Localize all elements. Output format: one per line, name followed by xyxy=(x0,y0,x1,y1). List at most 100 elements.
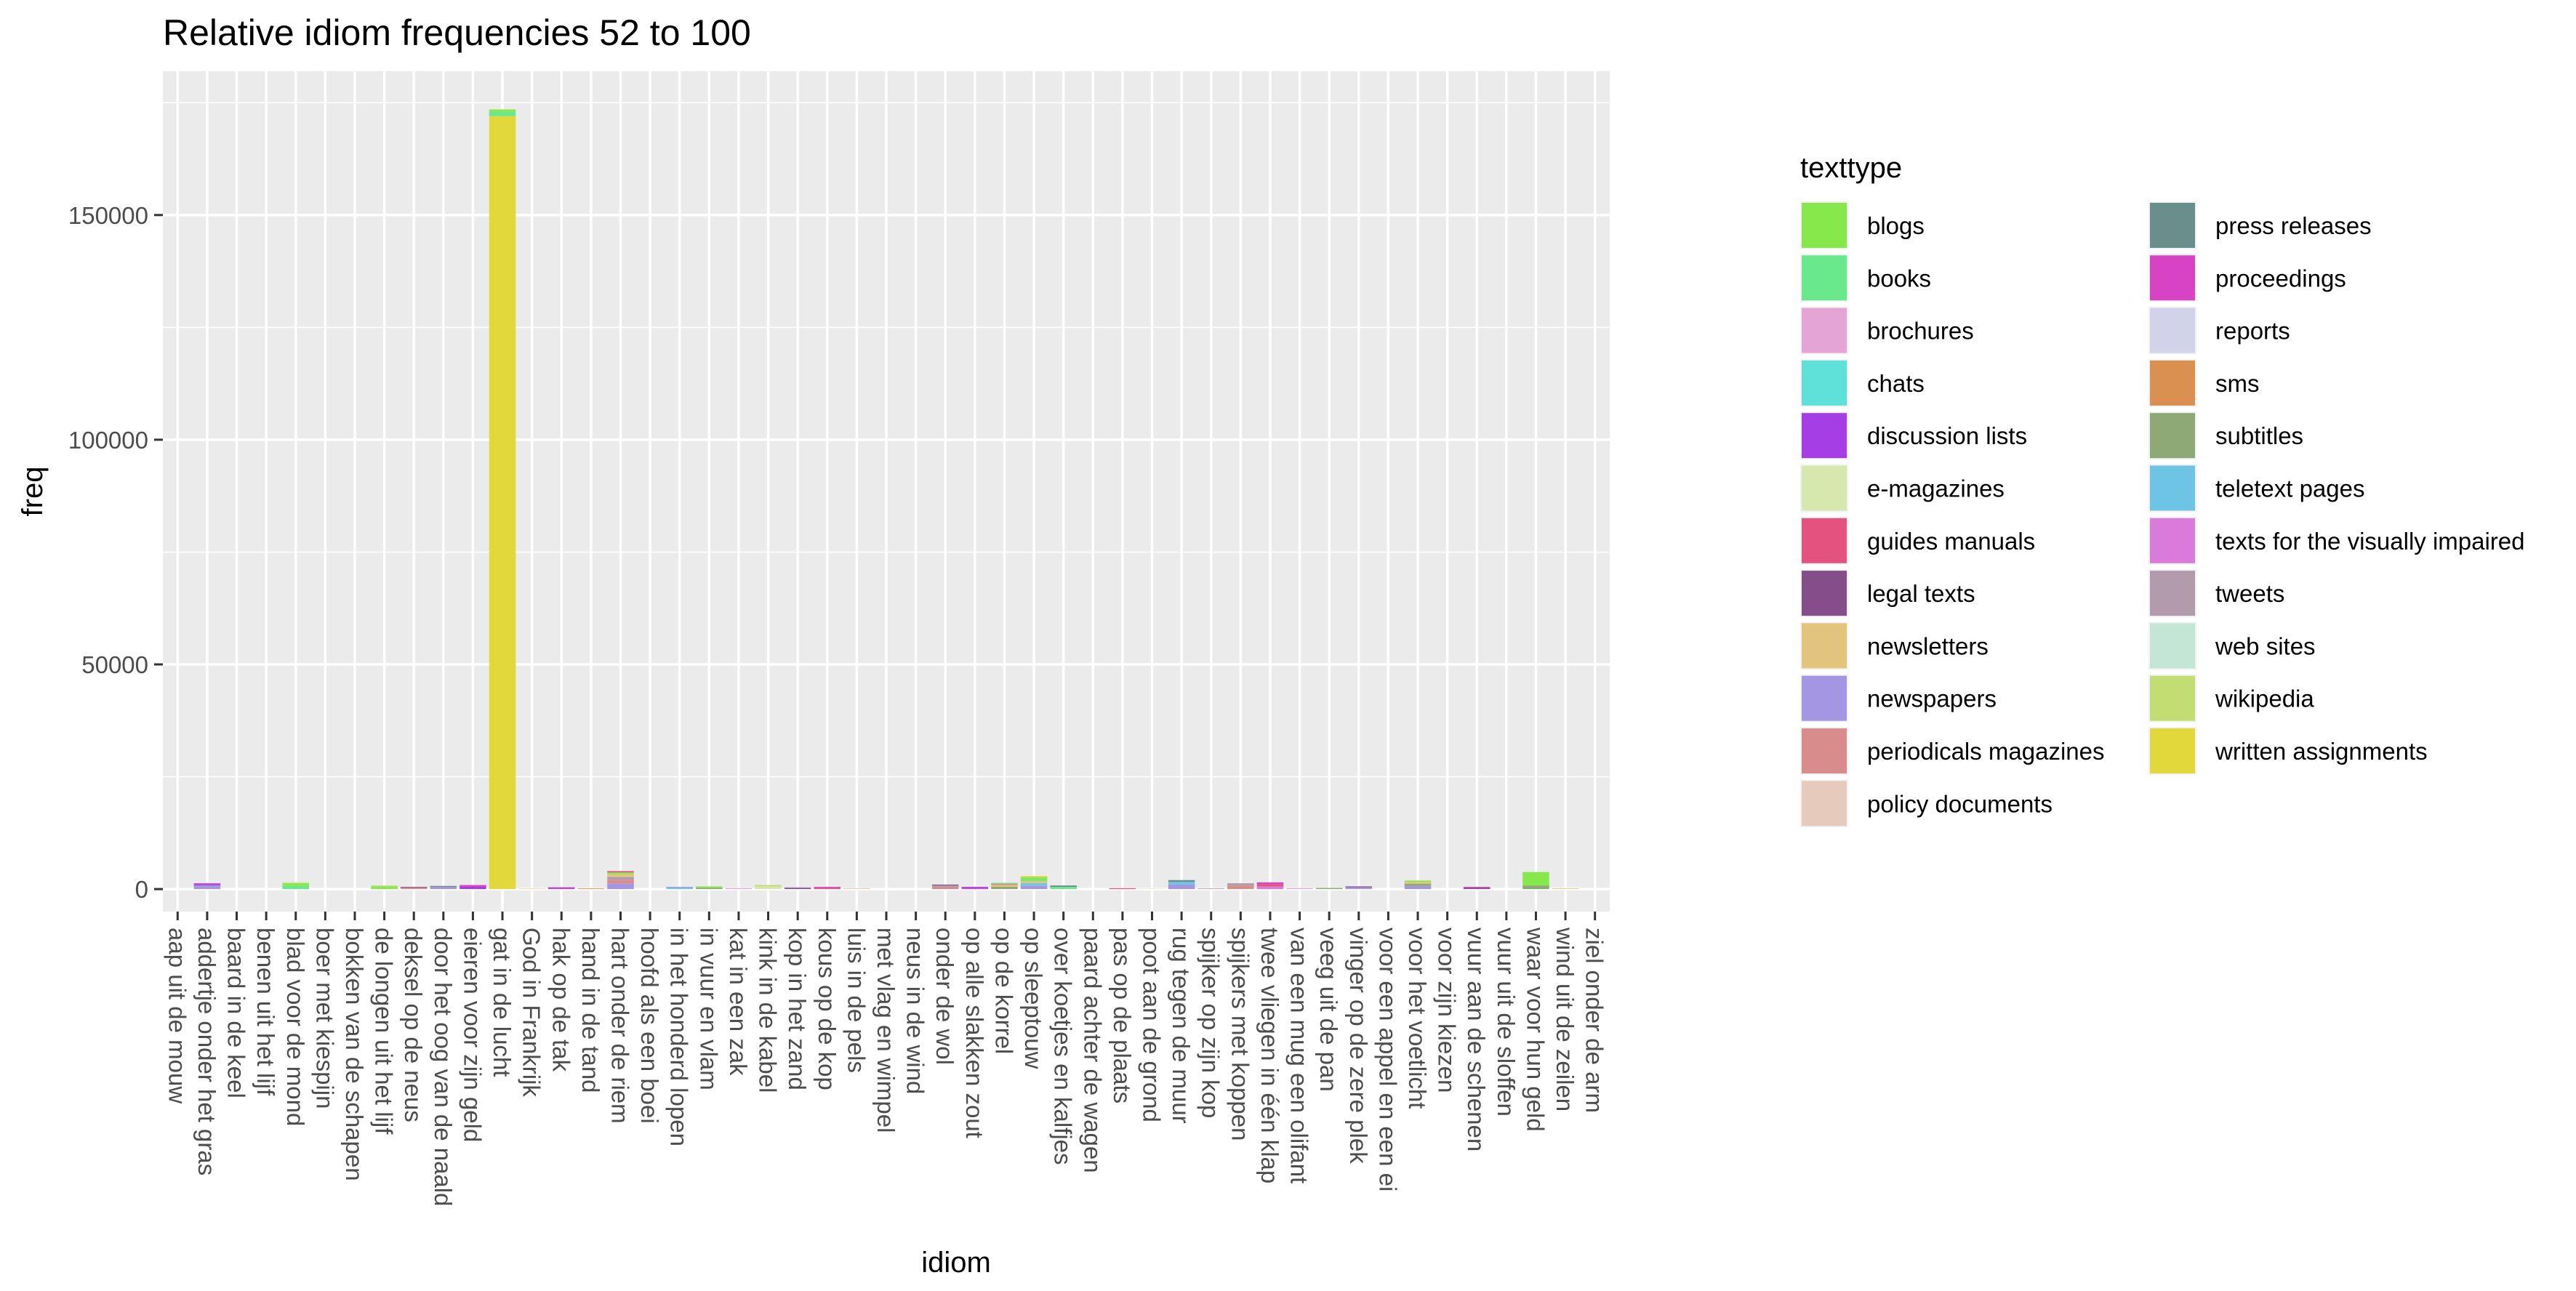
legend-swatch xyxy=(2150,255,2195,301)
bar-segment xyxy=(371,886,398,890)
bar-segment xyxy=(784,887,811,888)
bar-segment xyxy=(755,885,782,887)
major-gridlines xyxy=(163,71,1610,912)
legend-label: blogs xyxy=(1867,212,1925,239)
legend-swatch xyxy=(1802,360,1847,406)
legend-label: legal texts xyxy=(1867,580,1975,607)
bar-segment xyxy=(577,888,605,890)
y-axis: 0 50000 100000 150000 xyxy=(68,202,163,903)
x-tick-label: hart onder de riem xyxy=(606,928,633,1124)
x-tick-label: hak op de tak xyxy=(547,928,574,1072)
x-tick-label: bokken van de schapen xyxy=(341,928,368,1181)
legend-swatch xyxy=(1802,518,1847,563)
bar-segment xyxy=(1020,877,1048,880)
bar-segment xyxy=(607,880,634,884)
bar-segment xyxy=(1168,882,1195,885)
bar-segment xyxy=(607,872,634,874)
x-tick-label: met vlag en wimpel xyxy=(872,928,899,1133)
bar-segment xyxy=(814,887,841,888)
legend-swatch xyxy=(1802,781,1847,827)
legend-swatch xyxy=(2150,360,2195,406)
bar-segment xyxy=(607,877,634,880)
bars-layer xyxy=(193,109,1579,890)
legend-swatch xyxy=(2150,307,2195,353)
legend-label: newspapers xyxy=(1867,685,1997,712)
bar-segment xyxy=(1050,885,1077,887)
legend-swatch xyxy=(2150,728,2195,773)
legend-label: brochures xyxy=(1867,318,1974,345)
x-tick-label: waar voor hun geld xyxy=(1522,927,1549,1132)
x-axis: aap uit de mouw addertje onder het gras ba… xyxy=(164,912,1608,1206)
legend-label: web sites xyxy=(2215,632,2316,659)
bar-segment xyxy=(607,871,634,873)
x-tick-label: addertje onder het gras xyxy=(193,928,220,1175)
bar-segment xyxy=(814,888,841,890)
bar-segment xyxy=(607,883,634,890)
legend-label: policy documents xyxy=(1867,790,2053,817)
bar-segment xyxy=(1404,880,1432,882)
x-tick-label: twee vliegen in één klap xyxy=(1256,928,1283,1183)
legend-label: e-magazines xyxy=(1867,475,2005,502)
x-tick-label: in het honderd lopen xyxy=(666,928,693,1146)
x-tick-label: baard in de keel xyxy=(223,928,250,1098)
legend-swatch xyxy=(2150,203,2195,248)
x-tick-label: gat in de lucht xyxy=(489,928,515,1077)
bar-segment xyxy=(1168,880,1195,882)
bar-segment xyxy=(931,887,959,890)
y-axis-title: freq xyxy=(17,467,49,517)
legend-swatch xyxy=(2150,465,2195,511)
x-tick-label: over koetjes en kalfjes xyxy=(1050,928,1077,1165)
bar-segment xyxy=(1020,880,1048,884)
x-tick-label: op sleeptouw xyxy=(1020,928,1047,1069)
legend-swatch xyxy=(2150,675,2195,721)
bar-segment xyxy=(843,888,870,890)
x-tick-label: spijker op zijn kop xyxy=(1197,928,1224,1118)
bar-segment xyxy=(1197,888,1225,890)
x-tick-label: kop in het zand xyxy=(784,928,811,1090)
bar-segment xyxy=(193,883,221,885)
bar-segment xyxy=(1020,883,1048,886)
bar-segment xyxy=(1404,883,1432,886)
x-tick-label: vinger op de zere plek xyxy=(1345,928,1372,1164)
y-tick-label: 0 xyxy=(135,876,148,903)
bar-segment xyxy=(1256,882,1284,885)
legend-label: newsletters xyxy=(1867,632,1989,659)
bar-segment xyxy=(1020,876,1048,878)
legend-label: subtitles xyxy=(2215,422,2303,449)
legend-swatch xyxy=(1802,675,1847,721)
x-tick-label: voor het voetlicht xyxy=(1404,928,1431,1109)
bar-segment xyxy=(1404,882,1432,884)
bar-segment xyxy=(282,885,310,890)
bar-segment xyxy=(489,109,516,112)
x-tick-label: luis in de pels xyxy=(843,928,870,1073)
legend: texttype blogs books brochures chats discuss… xyxy=(1800,152,2525,828)
legend-swatch xyxy=(2150,623,2195,669)
x-tick-label: vuur aan de schenen xyxy=(1463,928,1490,1151)
x-tick-label: op de korrel xyxy=(990,928,1017,1054)
x-tick-label: vuur uit de sloffen xyxy=(1493,928,1520,1117)
bar-segment xyxy=(1109,888,1136,890)
bar-segment xyxy=(991,885,1018,887)
bar-segment xyxy=(1256,886,1284,890)
bar-segment xyxy=(460,885,486,887)
legend-swatch xyxy=(2150,413,2195,459)
legend-swatch xyxy=(2150,518,2195,563)
legend-label: wikipedia xyxy=(2215,685,2314,712)
legend-label: proceedings xyxy=(2215,265,2346,291)
bar-segment xyxy=(371,885,398,887)
bar-segment xyxy=(696,888,723,890)
legend-label: texts for the visually impaired xyxy=(2215,528,2525,555)
y-tick-label: 100000 xyxy=(68,427,148,454)
chart-title: Relative idiom frequencies 52 to 100 xyxy=(163,12,751,53)
x-tick-label: onder de wol xyxy=(931,928,958,1065)
legend-swatch xyxy=(1802,255,1847,301)
legend-label: reports xyxy=(2215,318,2290,345)
bar-segment xyxy=(1286,888,1313,890)
x-tick-label: voor zijn kiezen xyxy=(1434,928,1461,1093)
legend-swatch xyxy=(1802,571,1847,616)
x-tick-label: paard achter de wagen xyxy=(1079,928,1106,1173)
x-tick-label: hand in de tand xyxy=(577,928,604,1093)
bar-segment xyxy=(1256,884,1284,887)
